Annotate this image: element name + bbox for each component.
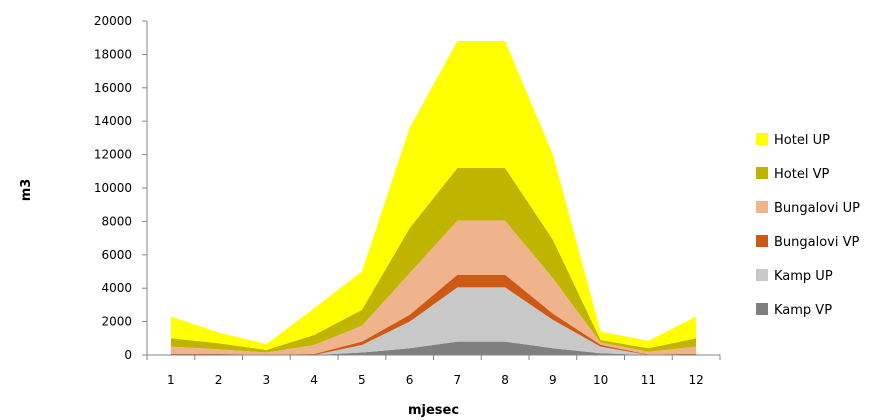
x-tick-label: 1 (167, 373, 175, 387)
y-tick-label: 18000 (94, 47, 132, 61)
y-tick-label: 16000 (94, 81, 132, 95)
y-tick-label: 6000 (101, 248, 132, 262)
y-tick-label: 4000 (101, 281, 132, 295)
area-series-group (170, 41, 697, 355)
x-tick-label: 10 (593, 373, 608, 387)
legend-swatch (756, 167, 768, 179)
x-tick-label: 12 (688, 373, 703, 387)
x-tick-label: 8 (501, 373, 509, 387)
y-axis-title: m3 (19, 179, 34, 202)
legend-label: Hotel UP (774, 133, 830, 148)
legend-label: Hotel VP (774, 167, 829, 182)
y-tick-label: 20000 (94, 14, 132, 28)
legend-swatch (756, 269, 768, 281)
x-tick-labels: 1 2 3 4 5 6 7 8 9 10 11 12 (167, 373, 704, 387)
legend-label: Kamp UP (774, 269, 833, 284)
y-tick-label: 8000 (101, 214, 132, 228)
x-tick-label: 2 (215, 373, 223, 387)
y-tick-label: 2000 (101, 315, 132, 329)
x-axis-title: mjesec (408, 403, 459, 418)
legend-swatch (756, 133, 768, 145)
legend-label: Kamp VP (774, 303, 832, 318)
area-hotel-up (170, 41, 697, 350)
x-tick-label: 6 (406, 373, 414, 387)
y-tick-label: 10000 (94, 181, 132, 195)
legend-label: Bungalovi VP (774, 235, 860, 250)
area-hotel-vp (170, 168, 697, 353)
y-tick-label: 0 (124, 348, 132, 362)
x-tick-label: 9 (549, 373, 557, 387)
area-kamp-vp (170, 341, 697, 355)
y-tick-labels: 0 2000 4000 6000 8000 10000 12000 14000 16000 180… (94, 14, 132, 362)
legend-swatch (756, 303, 768, 315)
x-tick-label: 3 (263, 373, 271, 387)
legend-swatch (756, 201, 768, 213)
y-tick-label: 14000 (94, 114, 132, 128)
x-tick-label: 4 (310, 373, 318, 387)
axes-group (142, 20, 721, 360)
x-tick-label: 7 (454, 373, 462, 387)
x-tick-label: 11 (641, 373, 656, 387)
area-bungalovi-up (170, 220, 697, 355)
legend: Hotel UP Hotel VP Bungalovi UP Bungalovi VP… (756, 133, 860, 318)
x-tick-label: 5 (358, 373, 366, 387)
y-tick-label: 12000 (94, 148, 132, 162)
area-kamp-up (170, 287, 697, 355)
legend-label: Bungalovi UP (774, 201, 860, 216)
legend-swatch (756, 235, 768, 247)
